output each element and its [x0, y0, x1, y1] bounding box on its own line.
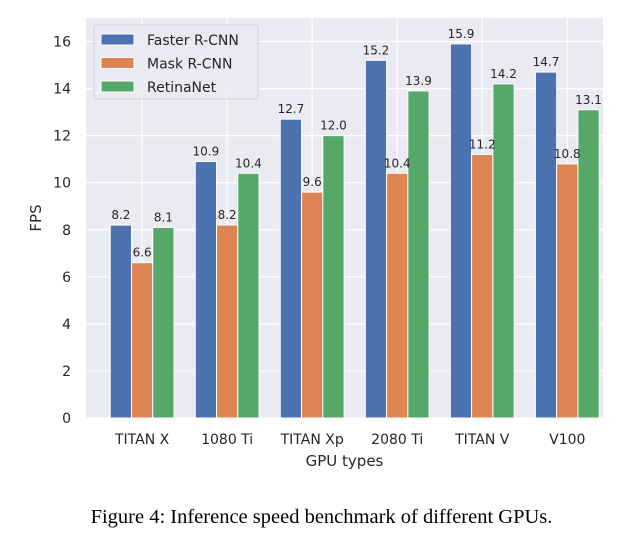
- data-label: 10.9: [193, 145, 220, 159]
- data-label: 14.7: [533, 55, 560, 69]
- x-tick-label: 1080 Ti: [201, 432, 253, 448]
- y-tick-label: 10: [53, 176, 71, 192]
- data-label: 11.2: [469, 137, 496, 151]
- legend-label: RetinaNet: [147, 80, 217, 96]
- legend-box: [93, 24, 259, 100]
- y-tick-label: 4: [62, 317, 71, 333]
- data-label: 8.1: [154, 210, 173, 224]
- bar: [237, 172, 260, 419]
- bar: [492, 83, 515, 419]
- bar: [301, 191, 324, 419]
- bar-chart: 8.2 10.9 12.7 15.2 15.9 14.7 6.6 8.2 9.6 10.4 11.2…: [27, 18, 603, 470]
- data-label: 6.6: [133, 246, 152, 260]
- bars: [109, 43, 600, 419]
- x-tick-label: TITAN Xp: [280, 432, 344, 448]
- data-label: 15.9: [448, 27, 475, 41]
- data-label: 15.2: [363, 43, 390, 57]
- data-label: 10.4: [235, 156, 262, 170]
- x-tick-label: TITAN X: [114, 432, 170, 448]
- legend: Faster R-CNN Mask R-CNN RetinaNet: [93, 24, 259, 100]
- data-label: 10.4: [384, 156, 411, 170]
- y-tick-label: 6: [62, 270, 71, 286]
- legend-swatch: [100, 57, 135, 69]
- bar: [471, 153, 494, 419]
- data-label: 10.8: [554, 147, 581, 161]
- legend-swatch: [100, 33, 135, 46]
- legend-swatch: [100, 80, 135, 93]
- y-axis-label: FPS: [27, 204, 45, 231]
- bar: [556, 163, 579, 419]
- y-tick-label: 14: [53, 82, 71, 98]
- bar: [534, 71, 558, 419]
- data-label: 8.2: [111, 208, 130, 222]
- y-tick-label: 16: [53, 35, 71, 51]
- data-label: 13.1: [575, 93, 602, 107]
- bar: [386, 172, 409, 419]
- bar: [322, 135, 345, 419]
- x-tick-label: TITAN V: [454, 432, 510, 448]
- data-label: 9.6: [303, 175, 322, 189]
- data-labels: 8.2 10.9 12.7 15.2 15.9 14.7 6.6 8.2 9.6 10.4 11.2…: [111, 27, 602, 260]
- y-tick-label: 0: [62, 411, 71, 427]
- data-label: 13.9: [405, 74, 432, 88]
- x-tick-label: 2080 Ti: [371, 432, 423, 448]
- bar: [364, 59, 388, 419]
- data-label: 14.2: [490, 67, 517, 81]
- bar: [194, 161, 218, 419]
- data-label: 8.2: [218, 208, 237, 222]
- y-tick-labels: 0 2 4 6 8 10 12 14 16: [53, 35, 71, 427]
- bar: [279, 118, 303, 419]
- bar: [109, 224, 132, 419]
- x-tick-labels: TITAN X 1080 Ti TITAN Xp 2080 Ti TITAN V V100: [114, 432, 585, 448]
- figure-caption: Figure 4: Inference speed benchmark of d…: [90, 506, 553, 528]
- bar: [216, 224, 239, 419]
- x-tick-label: V100: [549, 432, 585, 448]
- bar: [449, 43, 473, 419]
- bar: [130, 262, 154, 419]
- data-label: 12.7: [278, 102, 305, 116]
- legend-label: Mask R-CNN: [147, 57, 232, 73]
- y-tick-label: 2: [62, 364, 71, 380]
- bar: [152, 226, 175, 419]
- legend-label: Faster R-CNN: [147, 33, 239, 49]
- y-tick-label: 8: [62, 223, 71, 239]
- bar: [577, 109, 600, 419]
- bar: [407, 90, 430, 419]
- x-axis-label: GPU types: [306, 452, 384, 470]
- y-tick-label: 12: [53, 129, 71, 145]
- data-label: 12.0: [320, 119, 347, 133]
